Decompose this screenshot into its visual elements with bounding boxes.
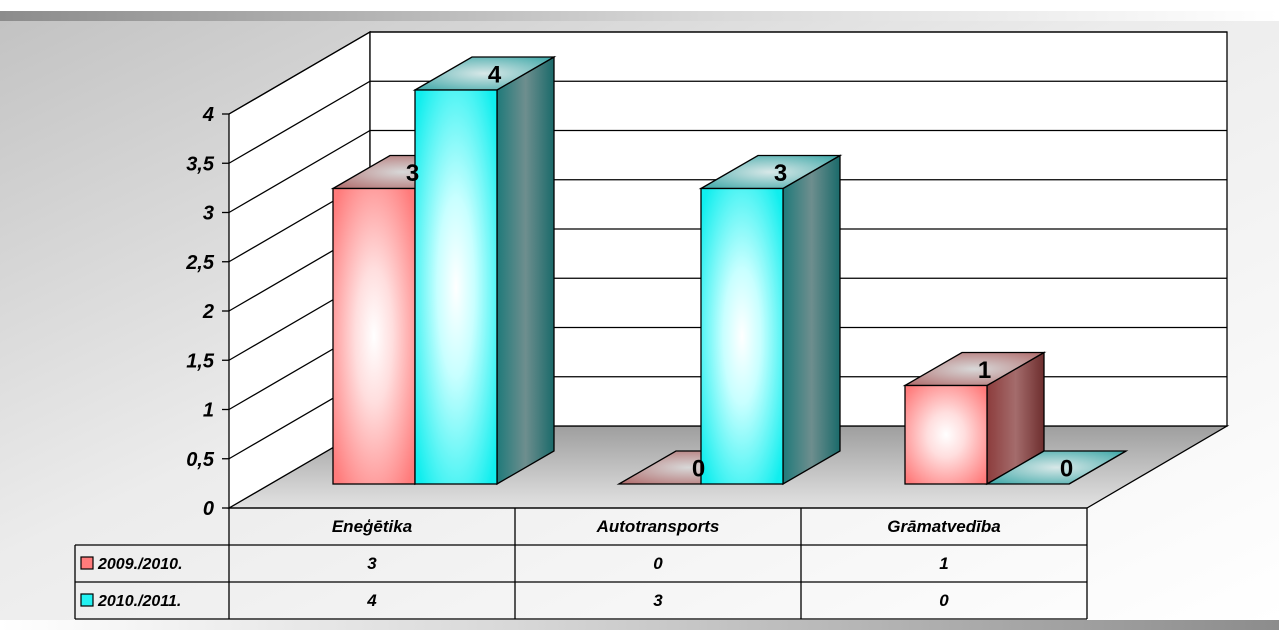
- y-tick-label: 0,5: [186, 449, 215, 471]
- bar-side: [782, 154, 841, 486]
- bars: [330, 55, 1129, 486]
- y-tick-label: 1: [203, 400, 214, 422]
- data-label-2010-2011-ene-tika: 4: [488, 62, 502, 89]
- y-tick-label: 2,5: [185, 252, 215, 274]
- bottom-stripe: [0, 620, 1279, 630]
- data-label-2010-2011-gr-matved-ba: 0: [1060, 456, 1073, 483]
- table-cell-2009-2010-autotransports: 0: [653, 554, 663, 573]
- category-label-autotransports: Autotransports: [596, 517, 720, 536]
- y-tick-label: 1,5: [186, 350, 215, 372]
- data-labels: 3 4 0 3 1 0: [406, 62, 1073, 483]
- bar-front: [414, 89, 498, 485]
- bar-side: [496, 55, 555, 486]
- gridline-3-5: [228, 80, 1227, 164]
- data-label-2009-2010-ene-tika: 3: [406, 160, 419, 187]
- category-label-ene-tika: Eneģētika: [332, 517, 412, 536]
- y-tick-label: 2: [202, 301, 214, 323]
- gridline-3: [228, 129, 1227, 214]
- y-tick-label: 4: [202, 104, 214, 126]
- bar-2010-2011-gr-matved-ba: [984, 450, 1129, 485]
- table-cell-2009-2010-ene-tika: 3: [367, 554, 377, 573]
- bar-top: [984, 450, 1129, 485]
- series-label-2010-2011: 2010./2011.: [97, 593, 181, 610]
- table-cell-2010-2011-ene-tika: 4: [366, 591, 377, 610]
- data-label-2009-2010-gr-matved-ba: 1: [978, 357, 991, 384]
- bar-2010-2011-ene-tika: [412, 55, 557, 486]
- y-tick-label: 3,5: [186, 153, 215, 175]
- top-stripe: [0, 11, 1279, 21]
- table-cell-2010-2011-autotransports: 3: [653, 591, 663, 610]
- category-label-gr-matved-ba: Grāmatvedība: [887, 517, 1000, 536]
- bar-front: [332, 187, 416, 485]
- legend-key-2009-2010: [80, 556, 94, 570]
- gridline-4: [228, 31, 1227, 115]
- bar-front: [700, 187, 784, 485]
- y-tick-label: 3: [203, 203, 214, 225]
- table-cell-2010-2011-gr-matved-ba: 0: [939, 591, 949, 610]
- bar-front: [904, 384, 988, 485]
- series-label-2009-2010: 2009./2010.: [97, 556, 183, 573]
- data-label-2010-2011-autotransports: 3: [774, 160, 787, 187]
- legend-key-2010-2011: [80, 593, 94, 607]
- bar-2009-2010-gr-matved-ba: [902, 351, 1047, 486]
- table-cell-2009-2010-gr-matved-ba: 1: [939, 554, 948, 573]
- y-axis: 0 0,5 1 1,5 2 2,5 3 3,5 4: [185, 104, 229, 520]
- bar-2010-2011-autotransports: [698, 154, 843, 486]
- y-tick-label: 0: [203, 498, 214, 520]
- data-table: Eneģētika Autotransports Grāmatvedība 2009.…: [74, 507, 1088, 620]
- data-label-2009-2010-autotransports: 0: [692, 456, 705, 483]
